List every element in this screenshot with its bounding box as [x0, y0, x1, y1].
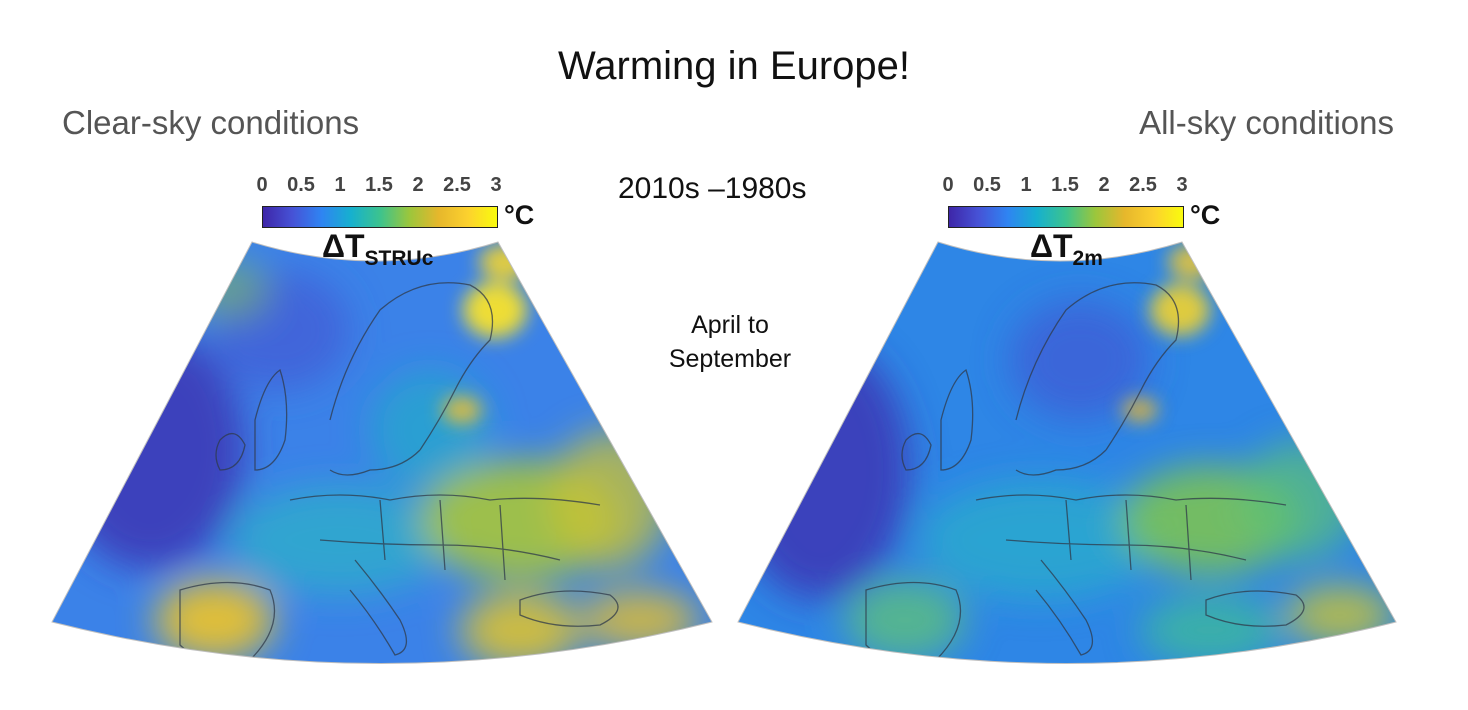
variable-label-clear-sky: ΔTSTRUc [322, 228, 433, 270]
baltic-coast [1015, 449, 1107, 476]
scandinavia-coast [1015, 282, 1180, 451]
north-west-region [190, 260, 270, 320]
map-clear-sky [52, 242, 712, 664]
colorbar-unit: °C [1190, 200, 1221, 230]
scandinavia-cool-region [1010, 300, 1150, 420]
arctic-hotspot [479, 244, 531, 280]
colorbar-tick: 2 [412, 174, 424, 196]
colorbar-all-sky: 0 0.5 1 1.5 2 2.5 3 °C [936, 170, 1226, 234]
finland-hotspot [1122, 398, 1158, 422]
italy-coast [349, 559, 407, 656]
uk-coast [940, 368, 974, 471]
ireland-coast [215, 433, 246, 471]
balkan-region [1140, 595, 1280, 664]
period-label: 2010s –1980s [618, 172, 807, 205]
season-line-2: September [668, 345, 792, 373]
map-left-outline [51, 241, 713, 664]
season-label: April to September [640, 308, 820, 376]
colorbar-gradient [948, 206, 1184, 228]
variable-label-all-sky: ΔT2m [1030, 228, 1103, 270]
colorbar-tick: 0.5 [973, 174, 1001, 196]
colorbar-tick: 2.5 [1129, 174, 1157, 196]
map-all-sky [738, 242, 1396, 664]
colorbar-tick: 3 [1176, 174, 1188, 196]
iberia-region [155, 580, 275, 660]
colorbar-ticks: 0 0.5 1 1.5 2 2.5 3 [250, 170, 502, 198]
variable-symbol: ΔT [322, 228, 365, 264]
subtitle-all-sky: All-sky conditions [1139, 104, 1394, 141]
ireland-coast [901, 433, 932, 471]
finland-hotspot [442, 396, 482, 424]
colorbar-tick: 0.5 [287, 174, 315, 196]
kola-hotspot [463, 282, 527, 338]
east-region [1240, 440, 1360, 560]
iberia-region [845, 580, 965, 660]
uk-coast [254, 368, 288, 471]
colorbar-gradient [262, 206, 498, 228]
season-line-1: April to [691, 311, 769, 339]
scandinavia-coast [329, 282, 494, 451]
continent-borders [289, 494, 601, 581]
variable-symbol: ΔT [1030, 228, 1073, 264]
east-region [550, 430, 670, 570]
colorbar-tick: 1.5 [365, 174, 393, 196]
black-sea [519, 590, 619, 627]
colorbar-tick: 1 [1020, 174, 1032, 196]
central-europe-region [920, 480, 1160, 600]
arctic-hotspot [1168, 244, 1216, 280]
variable-subscript: STRUc [364, 247, 434, 270]
figure-title: Warming in Europe! [558, 44, 910, 88]
italy-coast [1035, 559, 1093, 656]
colorbar-tick: 3 [490, 174, 502, 196]
baltic-coast [329, 449, 421, 476]
map-right-outline [737, 241, 1397, 664]
colorbar-tick: 0 [256, 174, 268, 196]
continent-borders [975, 494, 1287, 581]
turkey-region [580, 590, 700, 650]
colorbar-tick: 1.5 [1051, 174, 1079, 196]
colorbar-tick: 2 [1098, 174, 1110, 196]
central-europe-region [230, 485, 450, 595]
colorbar-unit: °C [504, 200, 535, 230]
colorbar-tick: 0 [942, 174, 954, 196]
balkan-region [460, 592, 580, 664]
kola-hotspot [1150, 284, 1210, 336]
turkey-region [1285, 585, 1395, 645]
colorbar-clear-sky: 0 0.5 1 1.5 2 2.5 3 °C [250, 170, 540, 234]
colorbar-ticks: 0 0.5 1 1.5 2 2.5 3 [936, 170, 1188, 198]
subtitle-clear-sky: Clear-sky conditions [62, 104, 360, 141]
ocean-cold-region [738, 340, 910, 600]
country-borders-right [865, 282, 1305, 664]
colorbar-tick: 2.5 [443, 174, 471, 196]
black-sea [1205, 590, 1305, 627]
colorbar-tick: 1 [334, 174, 346, 196]
variable-subscript: 2m [1072, 247, 1103, 270]
